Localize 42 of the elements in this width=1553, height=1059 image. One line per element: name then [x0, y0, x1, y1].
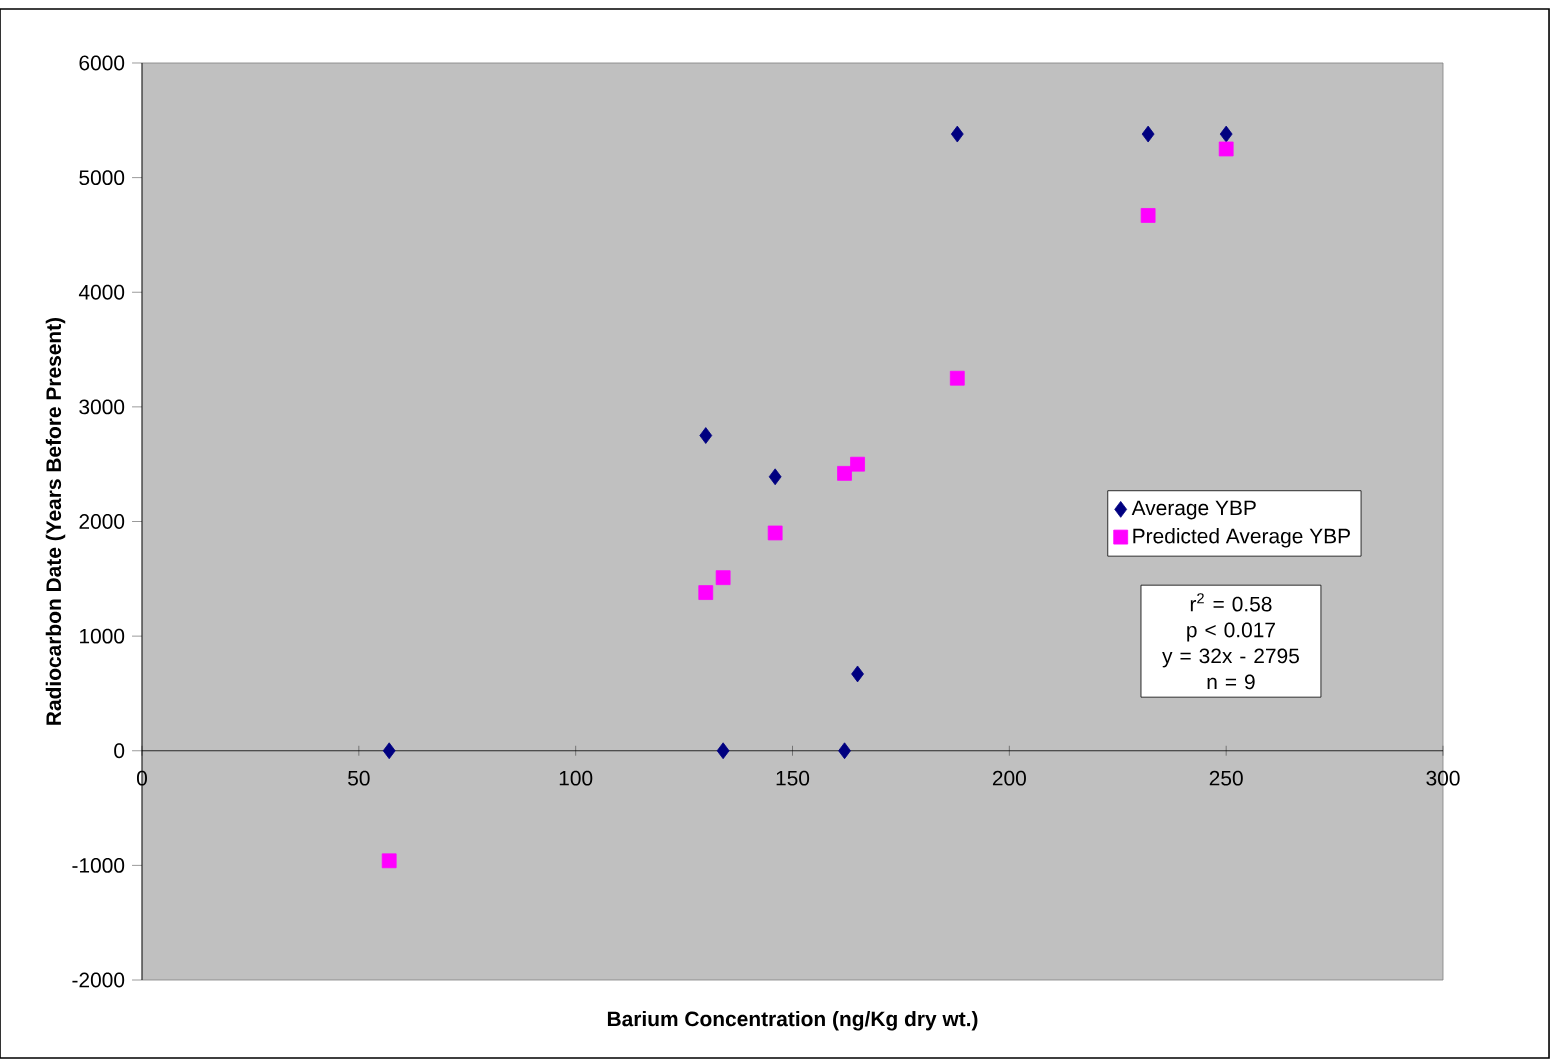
point [837, 465, 852, 481]
x-tick-label: 50 [348, 770, 370, 786]
legend-label: Predicted Average YBP [1133, 528, 1350, 548]
point [767, 525, 783, 541]
point [850, 456, 865, 472]
y-tick-label: -2000 [72, 972, 125, 988]
point [950, 125, 964, 143]
point [1218, 141, 1234, 157]
point [838, 742, 851, 760]
y-axis-title: Radiocarbon Date (Years Before Present) [45, 317, 66, 725]
point [381, 853, 397, 869]
annotation: y = 32x - 2795 [1162, 648, 1299, 668]
point [1219, 125, 1233, 143]
point [699, 427, 713, 444]
point [698, 585, 714, 600]
y-tick-label: 3000 [79, 399, 125, 415]
y-tick-label: -1000 [72, 857, 125, 873]
point [1140, 208, 1156, 223]
x-axis-title: Barium Concentration (ng/Kg dry wt.) [607, 1010, 978, 1031]
point [949, 370, 965, 386]
point [715, 570, 731, 586]
x-tick-label: 250 [1209, 770, 1243, 786]
y-tick-label: 6000 [79, 55, 125, 71]
point [716, 742, 730, 760]
annotation: n = 9 [1207, 674, 1255, 690]
legend-label: Average YBP [1131, 500, 1256, 520]
point [382, 742, 396, 760]
annotation: p < 0.017 [1187, 622, 1275, 642]
y-tick-label: 5000 [79, 170, 125, 186]
x-tick-label: 0 [136, 770, 147, 786]
point [768, 468, 782, 486]
x-tick-label: 150 [776, 770, 810, 786]
x-tick-label: 200 [992, 770, 1026, 786]
x-tick-label: 300 [1426, 770, 1460, 786]
x-tick-label: 100 [559, 770, 593, 786]
y-tick-label: 4000 [78, 284, 125, 300]
y-tick-label: 1000 [80, 628, 125, 644]
point [851, 665, 864, 683]
annotation: r$^{2}$ = 0.58 [1190, 593, 1272, 612]
y-tick-label: 2000 [79, 514, 125, 529]
y-tick-label: 0 [114, 743, 125, 759]
point [1141, 125, 1155, 143]
